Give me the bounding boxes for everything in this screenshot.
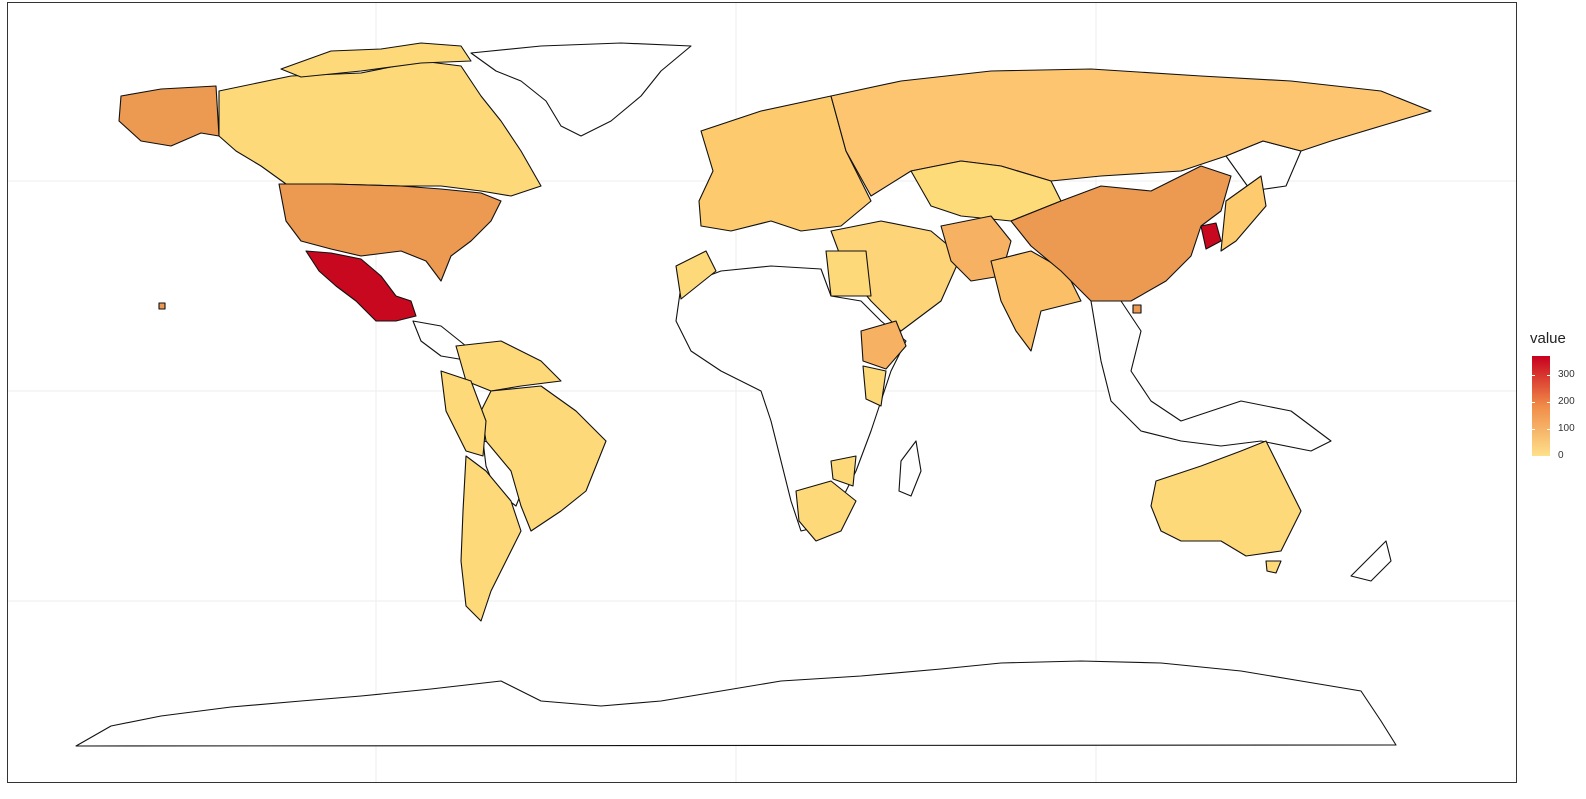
region-hawaii (158, 302, 166, 310)
region-egypt (825, 250, 872, 297)
region-korea (1200, 222, 1222, 250)
region-united-states (278, 183, 502, 282)
legend-title: value (1530, 330, 1566, 347)
map-panel (7, 2, 1517, 783)
legend-tick-mark (1547, 374, 1550, 376)
region-antarctica (75, 660, 1397, 747)
legend-tick-mark (1547, 428, 1550, 430)
region-ethiopia (860, 320, 907, 370)
legend-tick-mark (1532, 401, 1535, 403)
region-madagascar (898, 440, 922, 497)
legend-tick-label: 100 (1558, 422, 1575, 434)
region-alaska (118, 85, 220, 147)
legend-tick-mark (1547, 401, 1550, 403)
legend-tick-mark (1532, 428, 1535, 430)
region-new-zealand (1350, 540, 1392, 582)
region-argentina-chile (460, 455, 522, 622)
region-japan (1220, 175, 1267, 252)
region-tasmania (1265, 560, 1282, 574)
region-southeast-asia (1090, 300, 1332, 452)
region-canada-arctic (280, 42, 472, 78)
region-kenya (862, 365, 887, 407)
legend-tick-mark (1532, 374, 1535, 376)
legend-color-bar (1532, 356, 1550, 456)
region-hong-kong (1132, 304, 1142, 314)
region-canada (218, 60, 542, 197)
region-australia (1150, 440, 1302, 557)
choropleth-regions (118, 42, 1432, 622)
region-india (990, 250, 1082, 352)
region-peru (440, 370, 487, 457)
legend-tick-mark (1532, 456, 1535, 457)
legend: value 0 100 200 300 (1530, 330, 1586, 470)
legend-tick-label: 0 (1558, 450, 1564, 461)
legend-tick-mark (1547, 456, 1550, 457)
region-southern-africa (795, 480, 857, 542)
region-morocco-west-africa (675, 250, 717, 300)
world-map (8, 3, 1516, 782)
region-greenland (470, 42, 692, 137)
legend-tick-label: 300 (1558, 368, 1575, 380)
region-mozambique (830, 455, 857, 487)
legend-tick-label: 200 (1558, 395, 1575, 407)
region-mexico (305, 250, 417, 322)
